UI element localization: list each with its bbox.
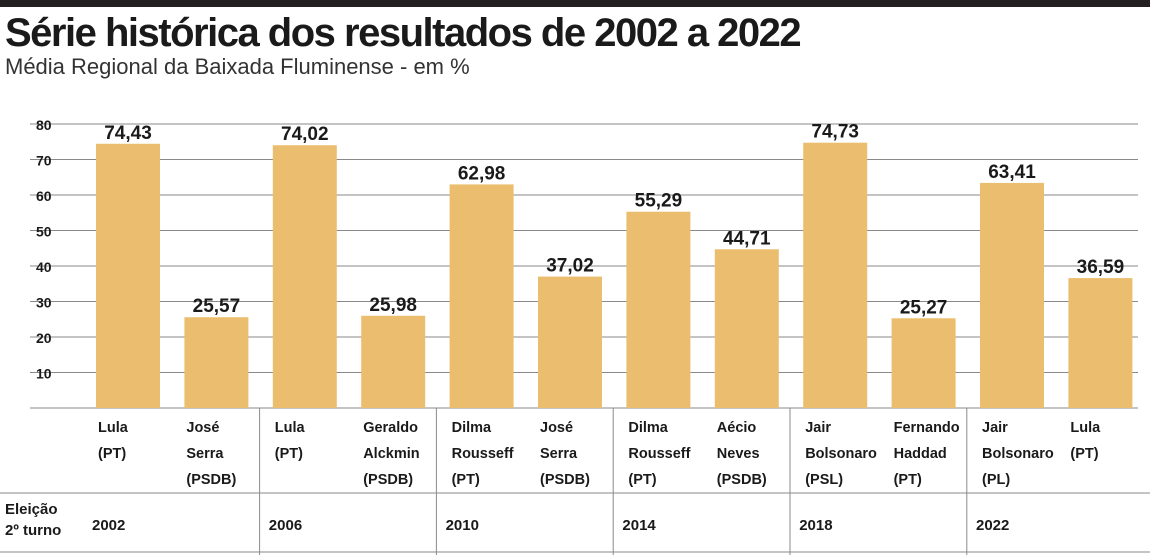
category-label: (PT) xyxy=(894,472,922,488)
data-label: 36,59 xyxy=(1077,257,1125,278)
category-label: (PSL) xyxy=(805,472,843,488)
chart-subtitle: Média Regional da Baixada Fluminense - e… xyxy=(5,54,470,79)
category-label: Aécio xyxy=(717,420,757,436)
bar xyxy=(538,276,602,408)
category-label: Jair xyxy=(805,420,831,436)
category-label: (PSDB) xyxy=(363,472,413,488)
category-label: Bolsonaro xyxy=(805,446,877,462)
y-tick-label: 40 xyxy=(36,259,52,275)
year-label: 2018 xyxy=(799,517,832,534)
category-label: (PT) xyxy=(452,472,480,488)
category-label: (PT) xyxy=(275,446,303,462)
data-label: 44,71 xyxy=(723,228,771,249)
category-label: (PT) xyxy=(98,446,126,462)
y-tick-label: 70 xyxy=(36,153,52,169)
top-rule xyxy=(0,0,1150,7)
year-label: 2006 xyxy=(269,517,302,534)
category-label: (PSDB) xyxy=(186,472,236,488)
y-tick-label: 30 xyxy=(36,295,52,311)
bar xyxy=(891,318,956,408)
data-label: 25,98 xyxy=(369,295,417,316)
category-label: (PSDB) xyxy=(717,472,767,488)
y-tick-label: 60 xyxy=(36,188,52,204)
category-label: Lula xyxy=(98,420,129,436)
data-label: 63,41 xyxy=(988,162,1036,183)
bar xyxy=(1068,278,1133,408)
data-label: 55,29 xyxy=(635,191,683,212)
bar xyxy=(626,211,691,408)
election-row-label: Eleição xyxy=(5,501,58,518)
y-tick-label: 80 xyxy=(36,117,52,133)
year-label: 2014 xyxy=(622,517,656,534)
category-label: Bolsonaro xyxy=(982,446,1054,462)
data-label: 62,98 xyxy=(458,163,506,184)
year-label: 2022 xyxy=(976,517,1009,534)
category-label: Rousseff xyxy=(628,446,690,462)
bar xyxy=(449,184,514,408)
category-label: Rousseff xyxy=(452,446,514,462)
category-label: Jair xyxy=(982,420,1008,436)
category-label: Dilma xyxy=(628,420,668,436)
bar xyxy=(714,249,779,408)
category-label: Lula xyxy=(1070,420,1101,436)
bar xyxy=(184,317,249,408)
category-label: (PSDB) xyxy=(540,472,590,488)
data-label: 25,57 xyxy=(193,296,241,317)
category-label: Lula xyxy=(275,420,306,436)
category-label: Geraldo xyxy=(363,420,418,436)
category-label: Dilma xyxy=(452,420,492,436)
bar xyxy=(361,315,426,408)
year-label: 2010 xyxy=(446,517,479,534)
y-tick-label: 10 xyxy=(36,366,52,382)
category-label: (PT) xyxy=(1070,446,1098,462)
category-label: (PL) xyxy=(982,472,1010,488)
category-label: Serra xyxy=(186,446,224,462)
category-label: Neves xyxy=(717,446,760,462)
category-label: José xyxy=(186,420,219,436)
bar xyxy=(980,182,1044,408)
category-label: Serra xyxy=(540,446,578,462)
year-label: 2002 xyxy=(92,517,125,534)
category-label: José xyxy=(540,420,573,436)
chart-title: Série histórica dos resultados de 2002 a… xyxy=(5,11,802,55)
category-label: Alckmin xyxy=(363,446,419,462)
y-tick-label: 50 xyxy=(36,224,52,240)
y-tick-label: 20 xyxy=(36,330,52,346)
bar xyxy=(96,143,160,408)
data-label: 74,02 xyxy=(281,124,329,145)
election-row-label: 2º turno xyxy=(5,522,61,539)
category-label: Fernando xyxy=(894,420,960,436)
bar xyxy=(803,142,868,408)
data-label: 74,43 xyxy=(104,123,152,144)
bar xyxy=(272,145,337,408)
category-label: Haddad xyxy=(894,446,947,462)
category-label: (PT) xyxy=(628,472,656,488)
data-label: 25,27 xyxy=(900,297,948,318)
data-label: 37,02 xyxy=(546,256,594,277)
data-label: 74,73 xyxy=(811,122,859,143)
